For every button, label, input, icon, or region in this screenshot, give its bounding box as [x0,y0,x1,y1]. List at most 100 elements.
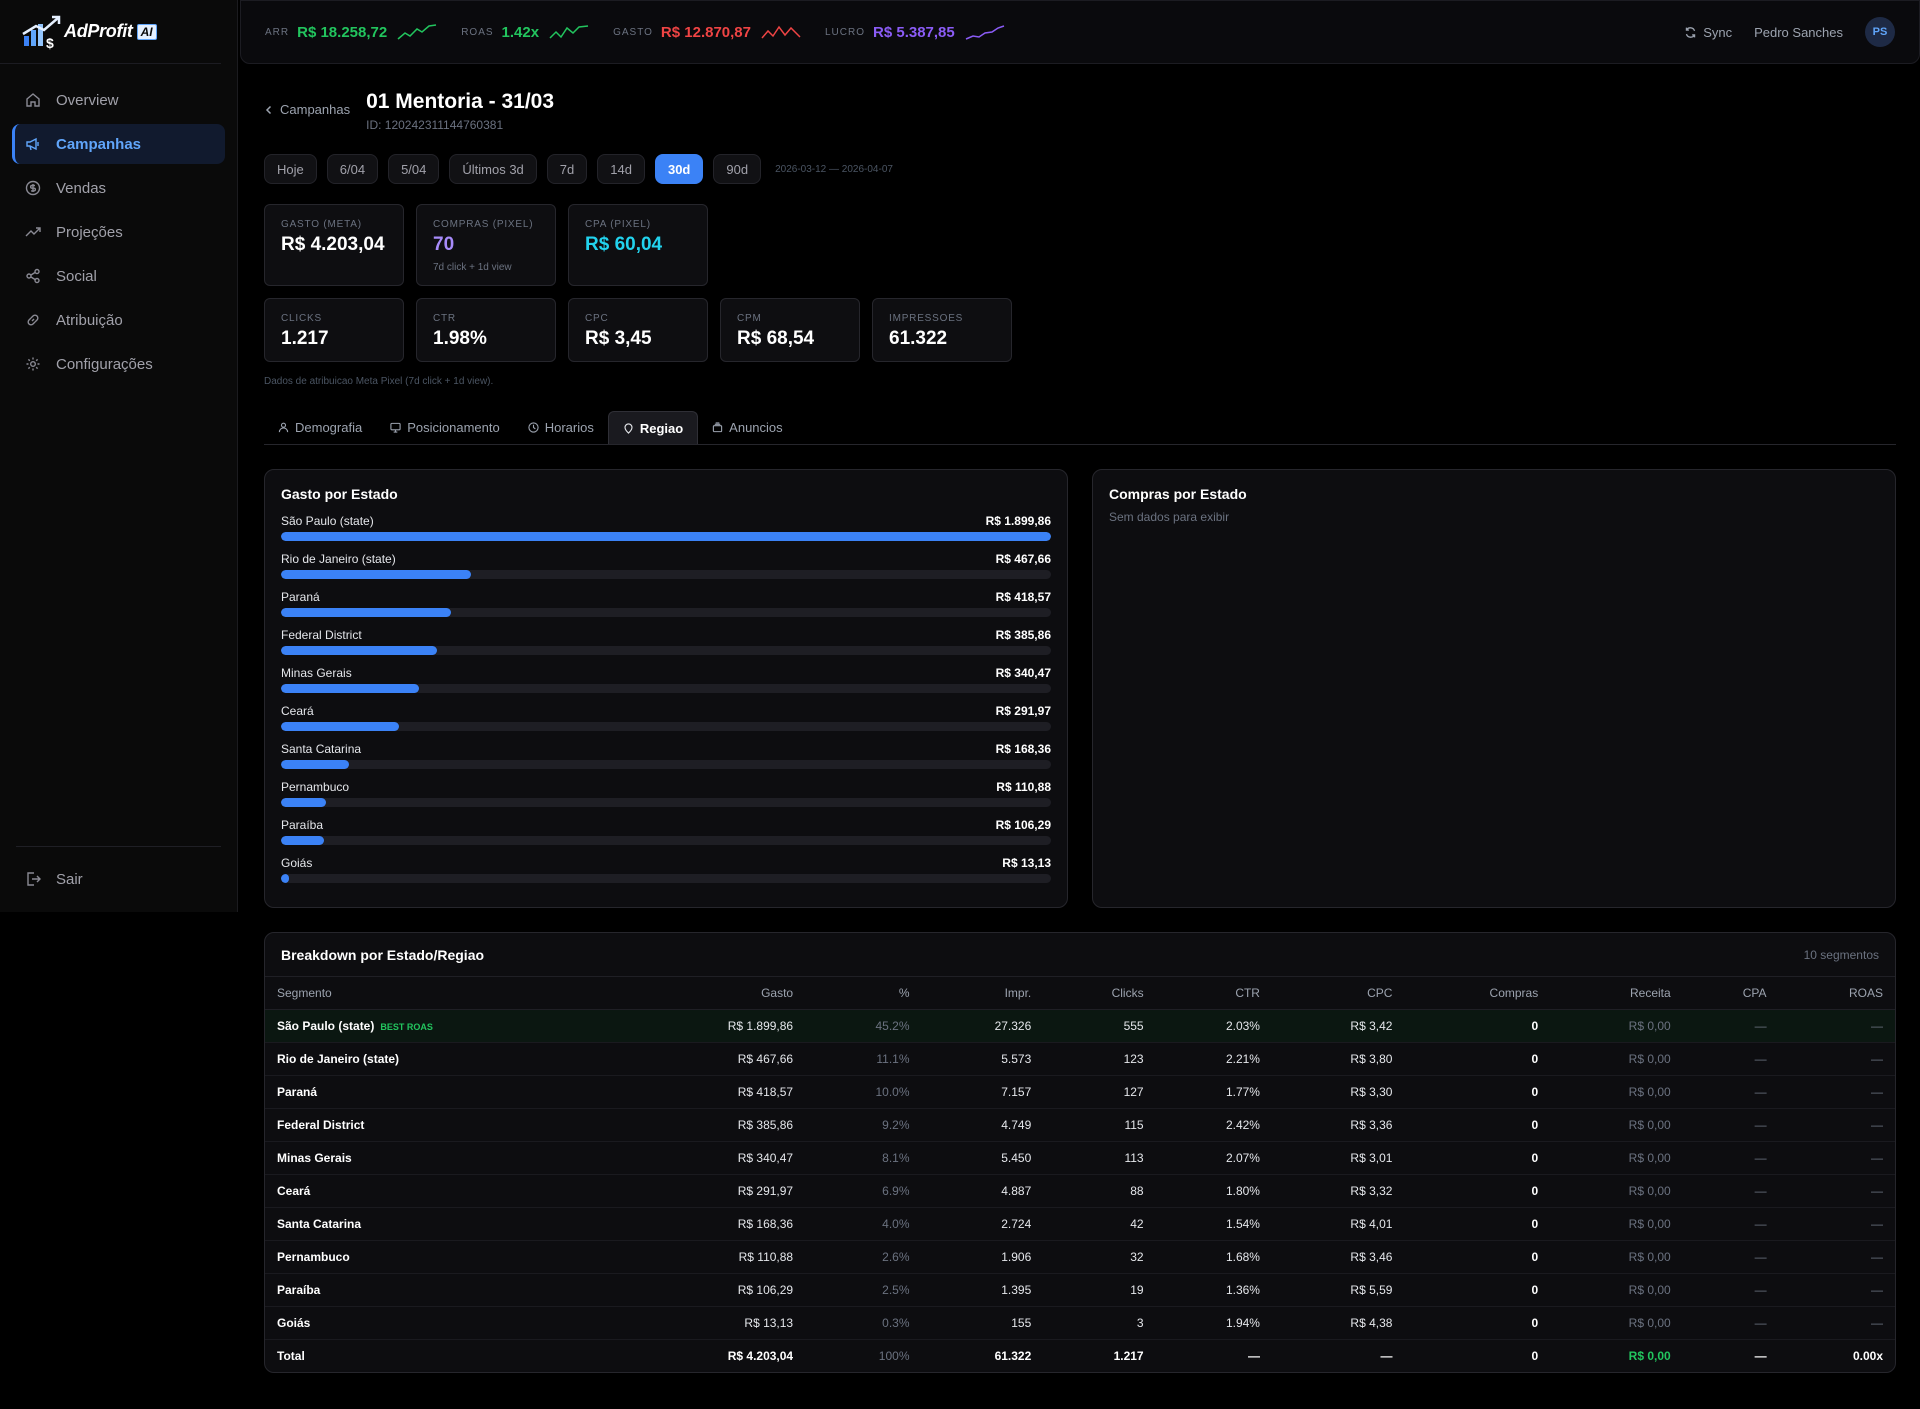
table-cell: R$ 0,00 [1550,1306,1683,1340]
column-header[interactable]: Clicks [1043,977,1156,1010]
range-7d[interactable]: 7d [546,154,588,184]
bar-name: Rio de Janeiro (state) [281,552,396,566]
megaphone-icon [24,135,42,153]
table-cell: — [1778,1240,1895,1274]
sidebar-item-social[interactable]: Social [12,256,225,296]
kpi-label: CPM [737,313,762,324]
column-header[interactable]: CPC [1271,977,1405,1010]
logo[interactable]: $ AdProfit AI [0,0,221,64]
table-row[interactable]: Minas Gerais R$ 340,47 8.1% 5.450 113 2.07% R$… [265,1141,1895,1175]
table-cell: 0.3% [805,1306,922,1340]
range-hoje[interactable]: Hoje [264,154,317,184]
kpi-row-1: GASTO (META) R$ 4.203,04 COMPRAS (PIXEL)… [264,204,1896,286]
bar-value: R$ 385,86 [995,628,1051,642]
kpi-label: CPC [585,313,609,324]
sidebar-item-overview[interactable]: Overview [12,80,225,120]
column-header[interactable]: Gasto [625,977,806,1010]
logout-button[interactable]: Sair [12,859,225,899]
kpi-card-cpm: CPM R$ 68,54 [720,298,860,362]
cell-text: 1.906 [1001,1249,1032,1264]
cell-text: R$ 3,30 [1350,1084,1393,1099]
column-header[interactable]: Compras [1404,977,1551,1010]
column-header[interactable]: CTR [1155,977,1272,1010]
column-header[interactable]: ROAS [1778,977,1895,1010]
cell-text: R$ 0,00 [1628,1018,1671,1033]
total-cell: 61.322 [921,1338,1044,1372]
monitor-icon [390,422,401,433]
sidebar-item-projecoes[interactable]: Projeções [12,212,225,252]
range-14d[interactable]: 14d [597,154,645,184]
kpi-card-clicks: CLICKS 1.217 [264,298,404,362]
table-cell: — [1778,1174,1895,1208]
column-header[interactable]: Impr. [921,977,1044,1010]
table-cell: 1.77% [1155,1075,1272,1109]
sidebar-item-campanhas[interactable]: Campanhas [12,124,225,164]
cell-text: 1.80% [1225,1183,1260,1198]
range-90d[interactable]: 90d [713,154,762,184]
cell-text: — [1754,1051,1767,1066]
sidebar-item-vendas[interactable]: Vendas [12,168,225,208]
table-row[interactable]: Paraná R$ 418,57 10.0% 7.157 127 1.77% R$ 3,30… [265,1075,1895,1109]
cell-text: 0.3% [882,1315,910,1330]
table-row[interactable]: São Paulo (state) BEST ROAS R$ 1.899,86 45.… [265,1009,1895,1043]
cell-text: 27.326 [994,1018,1032,1033]
table-cell: R$ 0,00 [1550,1042,1683,1076]
table-cell: — [1682,1240,1779,1274]
gear-icon [24,355,42,373]
column-header[interactable]: CPA [1682,977,1779,1010]
table-row[interactable]: Federal District R$ 385,86 9.2% 4.749 115 2.4… [265,1108,1895,1142]
cell-text: — [1754,1183,1767,1198]
table-cell: 6.9% [805,1174,922,1208]
avatar[interactable]: PS [1865,17,1895,47]
table-row[interactable]: Santa Catarina R$ 168,36 4.0% 2.724 42 1.54% R… [265,1207,1895,1241]
range-ultimos-3d[interactable]: Últimos 3d [449,154,537,184]
breakdown-table: Segmento Gasto% Impr. Clicks CTR CPC Compras Re… [265,977,1895,1372]
bar-track [281,532,1051,541]
table-cell: Rio de Janeiro (state) [265,1042,626,1076]
bar-row: Paraíba R$ 106,29 [281,818,1051,845]
kpi-card-compras: COMPRAS (PIXEL) 70 7d click + 1d view [416,204,556,286]
sidebar-item-atribuicao[interactable]: Atribuição [12,300,225,340]
attribution-note: Dados de atribuicao Meta Pixel (7d click… [264,376,494,387]
tab-horarios[interactable]: Horarios [514,411,608,444]
table-cell: R$ 418,57 [625,1075,806,1109]
gasto-por-estado-panel: Gasto por Estado São Paulo (state) R$ 1.8… [264,469,1068,908]
column-header[interactable]: % [805,977,922,1010]
table-row[interactable]: Goiás R$ 13,13 0.3% 155 3 1.94% R$ 4,38 0 R$ 0,0… [265,1306,1895,1340]
cell-text: Pernambuco [277,1249,350,1264]
total-cell: R$ 4.203,04 [625,1338,806,1372]
cell-text: 1.54% [1225,1216,1260,1231]
tab-posicionamento[interactable]: Posicionamento [376,411,514,444]
cell-text: 1.77% [1225,1084,1260,1099]
bar-label-row: Santa Catarina R$ 168,36 [281,742,1051,756]
tab-anuncios[interactable]: Anuncios [698,411,796,444]
range-6-04[interactable]: 6/04 [326,154,379,184]
range-30d[interactable]: 30d [654,154,704,184]
breadcrumb-back[interactable]: Campanhas [264,102,350,117]
table-cell: — [1778,1009,1895,1043]
breadcrumb-label: Campanhas [280,102,351,117]
column-header[interactable]: Segmento [265,977,626,1010]
table-row[interactable]: Ceará R$ 291,97 6.9% 4.887 88 1.80% R$ 3,32 0 R$… [265,1174,1895,1208]
sync-button[interactable]: Sync [1684,25,1732,40]
sidebar-item-configuracoes[interactable]: Configurações [12,344,225,384]
metric-value: R$ 12.870,87 [660,23,751,41]
sidebar-item-label: Overview [56,91,119,109]
table-row[interactable]: Paraíba R$ 106,29 2.5% 1.395 19 1.36% R$ 5,59 0… [265,1273,1895,1307]
kpi-label: COMPRAS (PIXEL) [433,219,534,230]
kpi-value: 1.98% [433,328,487,349]
cell-text: 4.749 [1001,1117,1032,1132]
cell-text: 155 [1011,1315,1032,1330]
tab-regiao[interactable]: Regiao [607,411,699,444]
logout-icon [24,870,42,888]
table-row[interactable]: Rio de Janeiro (state) R$ 467,66 11.1% 5.57… [265,1042,1895,1076]
table-cell: — [1682,1306,1779,1340]
cell-text: 0 [1531,1249,1539,1264]
metric-lucro: LUCRO R$ 5.387,85 [825,23,1005,41]
table-row[interactable]: Pernambuco R$ 110,88 2.6% 1.906 32 1.68% R$ 3,… [265,1240,1895,1274]
range-5-04[interactable]: 5/04 [388,154,440,184]
cell-text: R$ 418,57 [737,1084,794,1099]
column-header[interactable]: Receita [1550,977,1683,1010]
tab-demografia[interactable]: Demografia [264,411,376,444]
table-cell: 88 [1043,1174,1156,1208]
